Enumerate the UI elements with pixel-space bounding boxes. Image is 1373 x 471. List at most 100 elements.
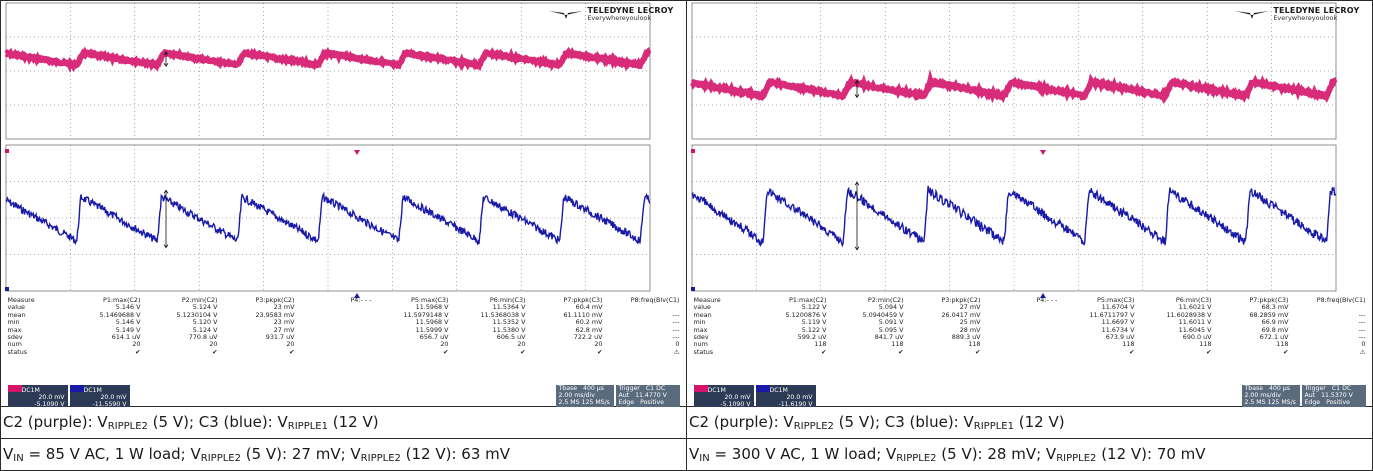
measure-cell: 11.6028938 V [1166,311,1212,319]
measure-cell: 118 [1199,341,1212,349]
measure-cell: 5.124 V [192,326,218,334]
measure-row: num 118 118 118 118 118 118 0 [693,340,1366,349]
trigger-title: Trigger [618,385,640,392]
measure-cell: 25 mV [959,319,981,327]
trigger-mode: Aut [618,392,630,399]
measure-cell: 28 mV [959,326,981,334]
logo-slogan: Everywhereyoulook [587,14,652,22]
measure-cell: ✔ [135,348,141,356]
measure-row: status ✔ ✔ ✔ ✔ ✔ ✔ ⚠ [7,347,680,356]
measure-cell: value [7,303,25,312]
c2-scale: 20.0 mV [724,394,751,401]
logo-brand: TELEDYNE LECROY [1273,6,1360,15]
measure-row: max 5.149 V 5.124 V 27 mV 11.5999 V 11.5380 V… [8,326,680,334]
measure-cell: 11.5352 V [492,319,526,327]
measure-cell: ✔ [443,348,449,356]
c3-pkpk-cursor [163,189,168,249]
trigger-marker-top [353,150,360,155]
measure-cell: --- [1358,319,1366,327]
teledyne-bird-icon [1235,11,1270,20]
trigger-line-2: Aut 11.4770 V [616,392,680,399]
caption-text: V [689,445,700,463]
measure-cell: 20 [440,341,449,349]
measure-cell: 27 mV [273,326,295,334]
caption-subscript: RIPPLE2 [1056,453,1097,464]
measure-cell: sdev [693,333,709,342]
timebase-header: Tbase 400 µs [1242,385,1300,392]
measure-cell: 20 [594,341,603,349]
measure-cell: ✔ [1206,348,1212,356]
measure-cell: 5.091 V [878,319,904,327]
trigger-box: Trigger C1 DC Aut 11.4770 V Edge Positive [615,385,680,407]
measure-cell: 5.124 V [192,304,218,312]
measure-cell [295,319,372,326]
measure-header-cell: P6:min(C3) [1175,297,1212,304]
c3-offset: -11.6190 V [778,401,813,408]
caption-subscript: RIPPLE2 [896,453,937,464]
oscilloscope-screen-left: TELEDYNE LECROY Everywhereyoulook Measure P… [3,1,684,408]
c3-coupling: DC1M [769,387,788,394]
measure-cell: 11.6734 V [1101,326,1135,334]
c2-channel-header: DC1M [7,385,68,394]
measure-cell: --- [672,319,680,327]
measure-header-cell: P7:pkpk(C3) [563,297,603,304]
scope-status-bar: DC1M 20.0 mV -5.1090 V DC1M 20.0 mV -11.6190 … [693,385,1366,408]
measure-cell: ✔ [289,348,295,356]
caption-subscript: RIPPLE1 [973,421,1014,432]
measure-cell: 5.146 V [115,319,141,327]
timebase-div: 2.00 ms/div [558,392,595,399]
measure-row: sdev 599.2 uV 841.7 uV 889.3 uV 673.9 uV 690.… [693,333,1366,342]
measure-cell: 23 mV [273,319,295,327]
caption-text: (12 V): 63 mV [400,445,511,463]
measure-header-cell: P8:freq(Blv(C1) [630,297,680,304]
measure-cell [981,349,1058,356]
c3-channel-header: DC1M [755,385,816,394]
measure-cell: 5.095 V [878,326,904,334]
measure-cell [981,341,1058,348]
measure-cell: 690.0 uV [1182,334,1212,342]
teledyne-lecroy-logo: TELEDYNE LECROY Everywhereyoulook [1235,7,1359,22]
measure-cell: 11.6011 V [1178,319,1212,327]
trigger-header: Trigger C1 DC [616,385,680,392]
caption-subscript: IN [13,453,24,464]
measure-cell: 11.5979148 V [403,311,449,319]
logo-text: TELEDYNE LECROY Everywhereyoulook [1273,7,1359,22]
measure-cell: min [7,318,20,327]
measure-cell: 11.5364 V [492,304,526,312]
measure-header-cell: P4:- - - [350,297,372,304]
measure-cell [295,327,372,334]
measure-cell: --- [672,326,680,334]
measure-cell: ✔ [975,348,981,356]
trigger-line-3: Edge Positive [616,399,680,406]
measure-cell: 20 [132,341,141,349]
measure-cell: ✔ [1129,348,1135,356]
c3-pkpk-cursor [854,181,859,251]
trigger-channel: C1 DC [645,385,666,392]
timebase-div: 2.00 ms/div [1244,392,1281,399]
c3-channel-box: DC1M 20.0 mV -11.5590 V [69,385,130,408]
scope-cell-right: TELEDYNE LECROY Everywhereyoulook Measure P… [686,0,1373,408]
measure-cell: 20 [209,341,218,349]
measure-header-cell: P3:pkpk(C2) [941,297,981,304]
scope-cell-left: TELEDYNE LECROY Everywhereyoulook Measure P… [0,0,687,408]
caption-text: C2 (purple): V [3,413,108,431]
measure-cell: status [693,347,714,356]
measure-cell: --- [1358,311,1366,319]
caption-text: (5 V): 27 mV; V [240,445,361,463]
caption-text: = 300 V AC, 1 W load; V [709,445,897,463]
measure-cell: mean [693,310,712,319]
measure-cell: 606.5 uV [496,334,526,342]
c3-color-tag [69,385,84,392]
measure-cell: 0 [675,341,680,349]
measure-cell: sdev [7,333,23,342]
measure-cell: 118 [1122,341,1135,349]
trigger-marker-bottom [353,293,360,298]
timebase-box: Tbase 400 µs 2.00 ms/div 2.5 MS 125 MS/s [1241,385,1300,407]
measure-cell: 20 [517,341,526,349]
measure-cell: status [7,347,28,356]
scope-plot [689,1,1370,406]
measure-cell: 614.1 uV [111,334,141,342]
measure-row: sdev 614.1 uV 770.8 uV 931.7 uV 656.7 uV 606.… [7,333,680,342]
measure-cell [295,312,372,319]
measure-cell: num [693,340,708,349]
